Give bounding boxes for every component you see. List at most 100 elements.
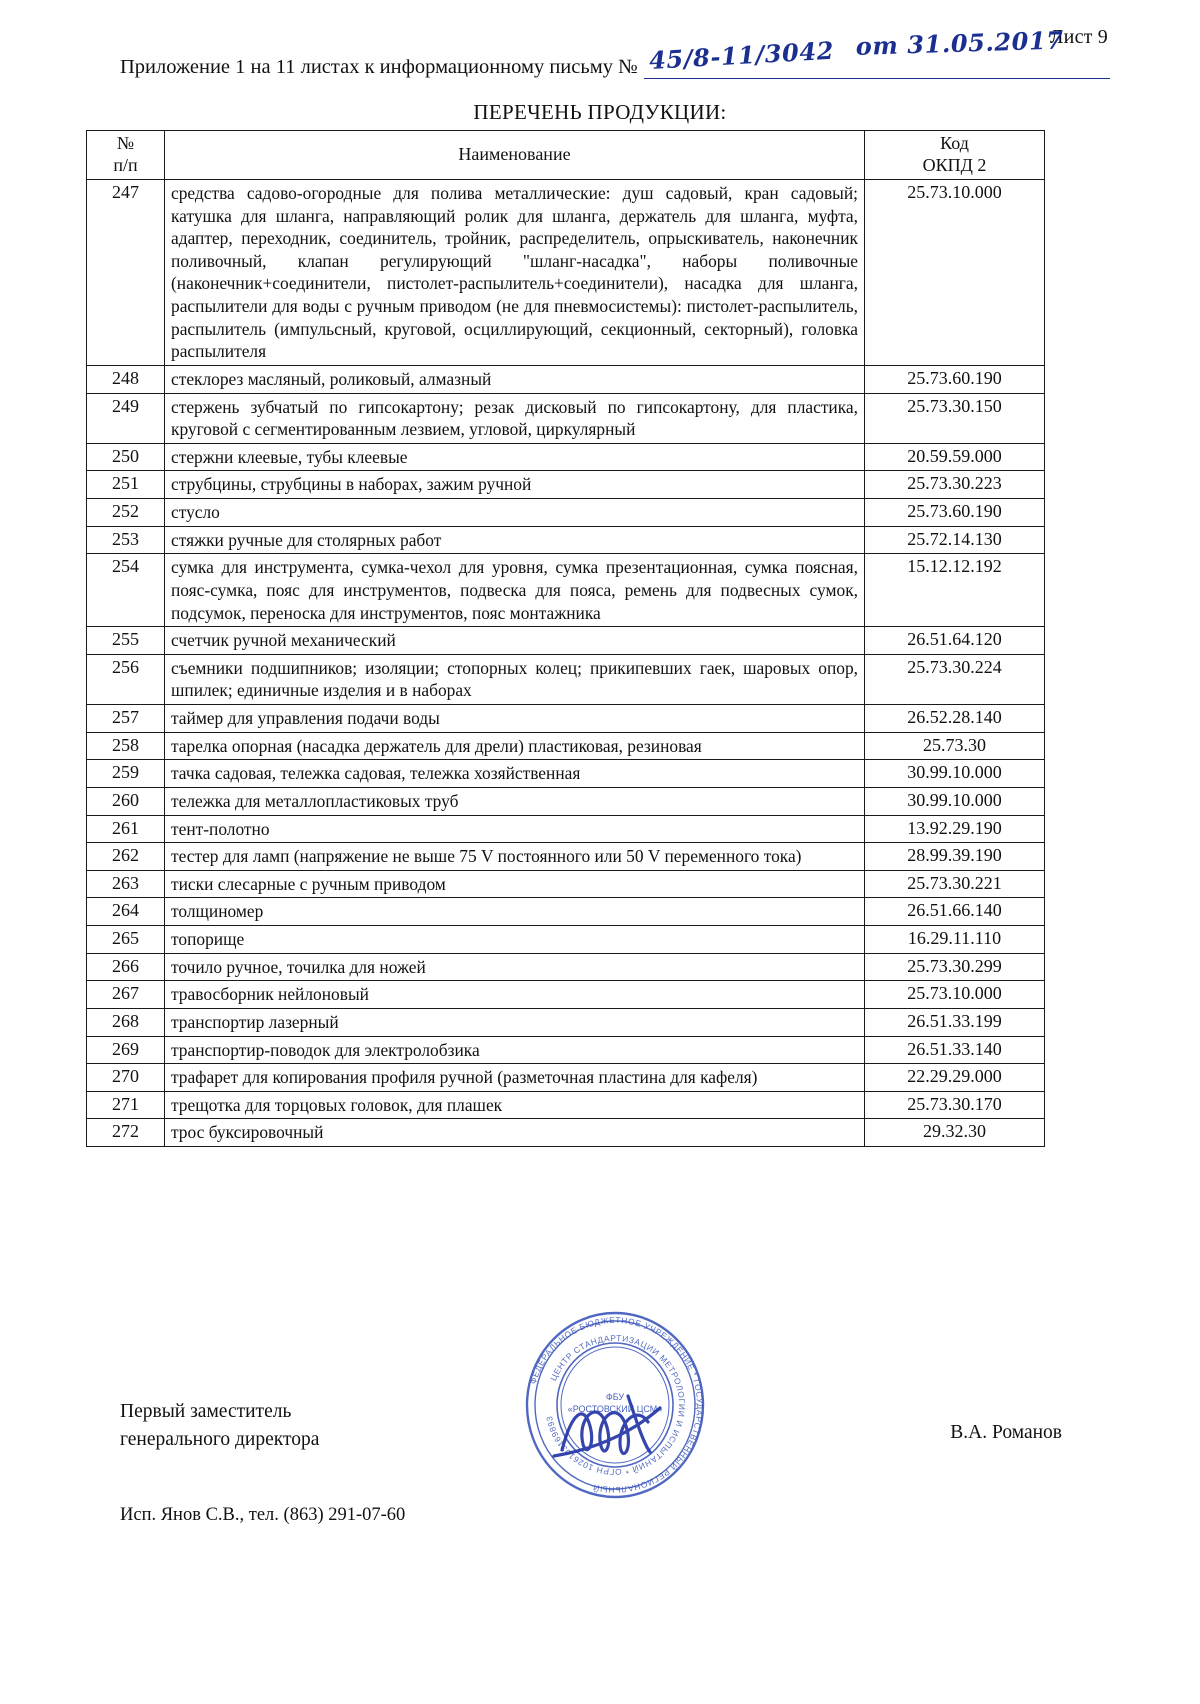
- row-name-cell: транспортир лазерный: [164, 1007, 865, 1037]
- table-row: 267 травосборник нейлоновый 25.73.10.000: [86, 980, 1045, 1009]
- row-number-cell: 259: [86, 759, 165, 788]
- row-code-cell: 25.73.10.000: [864, 980, 1045, 1009]
- sheet-number-label: Лист 9: [1049, 26, 1108, 48]
- row-number-cell: 248: [86, 364, 165, 394]
- row-number-cell: 266: [86, 952, 165, 982]
- table-row: 252 стусло 25.73.60.190: [86, 498, 1045, 527]
- row-number-cell: 260: [86, 786, 165, 816]
- document-footer: Первый заместитель генерального директор…: [120, 1398, 1110, 1526]
- row-code-cell: 20.59.59.000: [864, 442, 1045, 472]
- table-header: № п/п Наименование Код ОКПД 2: [86, 130, 1045, 180]
- row-code-cell: 28.99.39.190: [864, 842, 1045, 871]
- letter-reference-text: Приложение 1 на 11 листах к информационн…: [120, 56, 638, 78]
- row-number-cell: 253: [86, 525, 165, 555]
- row-name-cell: тестер для ламп (напряжение не выше 75 V…: [164, 842, 865, 871]
- row-name-cell: съемники подшипников; изоляции; стопорны…: [164, 653, 865, 706]
- row-name-cell: тележка для металлопластиковых труб: [164, 786, 865, 816]
- table-row: 269 транспортир-поводок для электролобзик…: [86, 1035, 1045, 1065]
- row-number-cell: 264: [86, 897, 165, 927]
- row-name-cell: толщиномер: [164, 897, 865, 927]
- row-name-cell: таймер для управления подачи воды: [164, 704, 865, 733]
- row-name-cell: струбцины, струбцины в наборах, зажим ру…: [164, 470, 865, 500]
- column-header-code-line2: ОКПД 2: [922, 154, 987, 175]
- row-number-cell: 252: [86, 498, 165, 527]
- row-name-cell: стусло: [164, 498, 865, 527]
- table-row: 270 трафарет для копирования профиля ручн…: [86, 1063, 1045, 1092]
- page-title: ПЕРЕЧЕНЬ ПРОДУКЦИИ:: [473, 100, 727, 124]
- row-name-cell: травосборник нейлоновый: [164, 980, 865, 1009]
- row-number-cell: 267: [86, 980, 165, 1009]
- row-code-cell: 26.51.64.120: [864, 626, 1045, 655]
- row-code-cell: 25.73.10.000: [864, 178, 1045, 366]
- table-row: 257 таймер для управления подачи воды 26.5…: [86, 704, 1045, 733]
- row-number-cell: 261: [86, 814, 165, 844]
- row-number-cell: 269: [86, 1035, 165, 1065]
- signatory-name: В.А. Романов: [950, 1422, 1062, 1443]
- signatory-position-line1: Первый заместитель: [120, 1401, 292, 1422]
- row-name-cell: счетчик ручной механический: [164, 626, 865, 655]
- table-row: 248 стеклорез масляный, роликовый, алмазн…: [86, 364, 1045, 394]
- row-code-cell: 26.51.33.140: [864, 1035, 1045, 1065]
- row-number-cell: 265: [86, 925, 165, 954]
- row-code-cell: 25.73.30.224: [864, 653, 1045, 706]
- row-code-cell: 22.29.29.000: [864, 1063, 1045, 1092]
- row-code-cell: 25.73.30.170: [864, 1090, 1045, 1120]
- row-code-cell: 15.12.12.192: [864, 553, 1045, 628]
- row-code-cell: 26.52.28.140: [864, 704, 1045, 733]
- row-number-cell: 251: [86, 470, 165, 500]
- table-row: 250 стержни клеевые, тубы клеевые 20.59.59…: [86, 442, 1045, 472]
- row-name-cell: трещотка для торцовых головок, для плаше…: [164, 1090, 865, 1120]
- row-code-cell: 25.73.30.299: [864, 952, 1045, 982]
- row-code-cell: 25.73.30.223: [864, 470, 1045, 500]
- row-code-cell: 25.73.60.190: [864, 498, 1045, 527]
- row-code-cell: 25.73.30.150: [864, 392, 1045, 444]
- table-row: 264 толщиномер 26.51.66.140: [86, 897, 1045, 927]
- row-name-cell: стеклорез масляный, роликовый, алмазный: [164, 364, 865, 394]
- row-number-cell: 256: [86, 653, 165, 706]
- row-code-cell: 25.72.14.130: [864, 525, 1045, 555]
- row-number-cell: 262: [86, 842, 165, 871]
- row-name-cell: средства садово-огородные для полива мет…: [164, 178, 865, 366]
- row-name-cell: стержни клеевые, тубы клеевые: [164, 442, 865, 472]
- row-number-cell: 249: [86, 392, 165, 444]
- row-code-cell: 26.51.66.140: [864, 897, 1045, 927]
- table-row: 254 сумка для инструмента, сумка-чехол дл…: [86, 553, 1045, 628]
- row-number-cell: 268: [86, 1007, 165, 1037]
- table-row: 261 тент-полотно 13.92.29.190: [86, 814, 1045, 844]
- row-name-cell: тент-полотно: [164, 814, 865, 844]
- signatory-position-line2: генерального директора: [120, 1428, 320, 1450]
- row-number-cell: 263: [86, 869, 165, 899]
- row-code-cell: 13.92.29.190: [864, 814, 1045, 844]
- table-row: 249 стержень зубчатый по гипсокартону; ре…: [86, 392, 1045, 444]
- row-name-cell: сумка для инструмента, сумка-чехол для у…: [164, 553, 865, 628]
- row-name-cell: трос буксировочный: [164, 1118, 865, 1148]
- row-code-cell: 26.51.33.199: [864, 1007, 1045, 1037]
- row-code-cell: 25.73.30: [864, 731, 1045, 761]
- table-header-row: № п/п Наименование Код ОКПД 2: [86, 130, 1045, 180]
- table-row: 260 тележка для металлопластиковых труб 30…: [86, 786, 1045, 816]
- row-number-cell: 258: [86, 731, 165, 761]
- row-number-cell: 247: [86, 178, 165, 366]
- column-header-name: Наименование: [164, 130, 865, 180]
- table-row: 255 счетчик ручной механический 26.51.64.1…: [86, 626, 1045, 655]
- table-row: 272 трос буксировочный 29.32.30: [86, 1118, 1045, 1148]
- table-row: 251 струбцины, струбцины в наборах, зажим…: [86, 470, 1045, 500]
- column-header-number-line1: №: [116, 133, 135, 153]
- row-number-cell: 250: [86, 442, 165, 472]
- row-name-cell: тиски слесарные с ручным приводом: [164, 869, 865, 899]
- row-number-cell: 270: [86, 1063, 165, 1092]
- table-row: 253 стяжки ручные для столярных работ 25.7…: [86, 525, 1045, 555]
- table-row: 265 топорище 16.29.11.110: [86, 925, 1045, 954]
- row-name-cell: точило ручное, точилка для ножей: [164, 952, 865, 982]
- row-number-cell: 272: [86, 1118, 165, 1148]
- column-header-number: № п/п: [86, 130, 165, 180]
- row-name-cell: стяжки ручные для столярных работ: [164, 525, 865, 555]
- column-header-code-line1: Код: [940, 133, 969, 153]
- row-code-cell: 30.99.10.000: [864, 759, 1045, 788]
- letter-reference-line: Приложение 1 на 11 листах к информационн…: [120, 25, 1110, 79]
- row-code-cell: 30.99.10.000: [864, 786, 1045, 816]
- table-row: 258 тарелка опорная (насадка держатель дл…: [86, 731, 1045, 761]
- executor-contact: Исп. Янов С.В., тел. (863) 291-07-60: [120, 1505, 406, 1526]
- row-number-cell: 254: [86, 553, 165, 628]
